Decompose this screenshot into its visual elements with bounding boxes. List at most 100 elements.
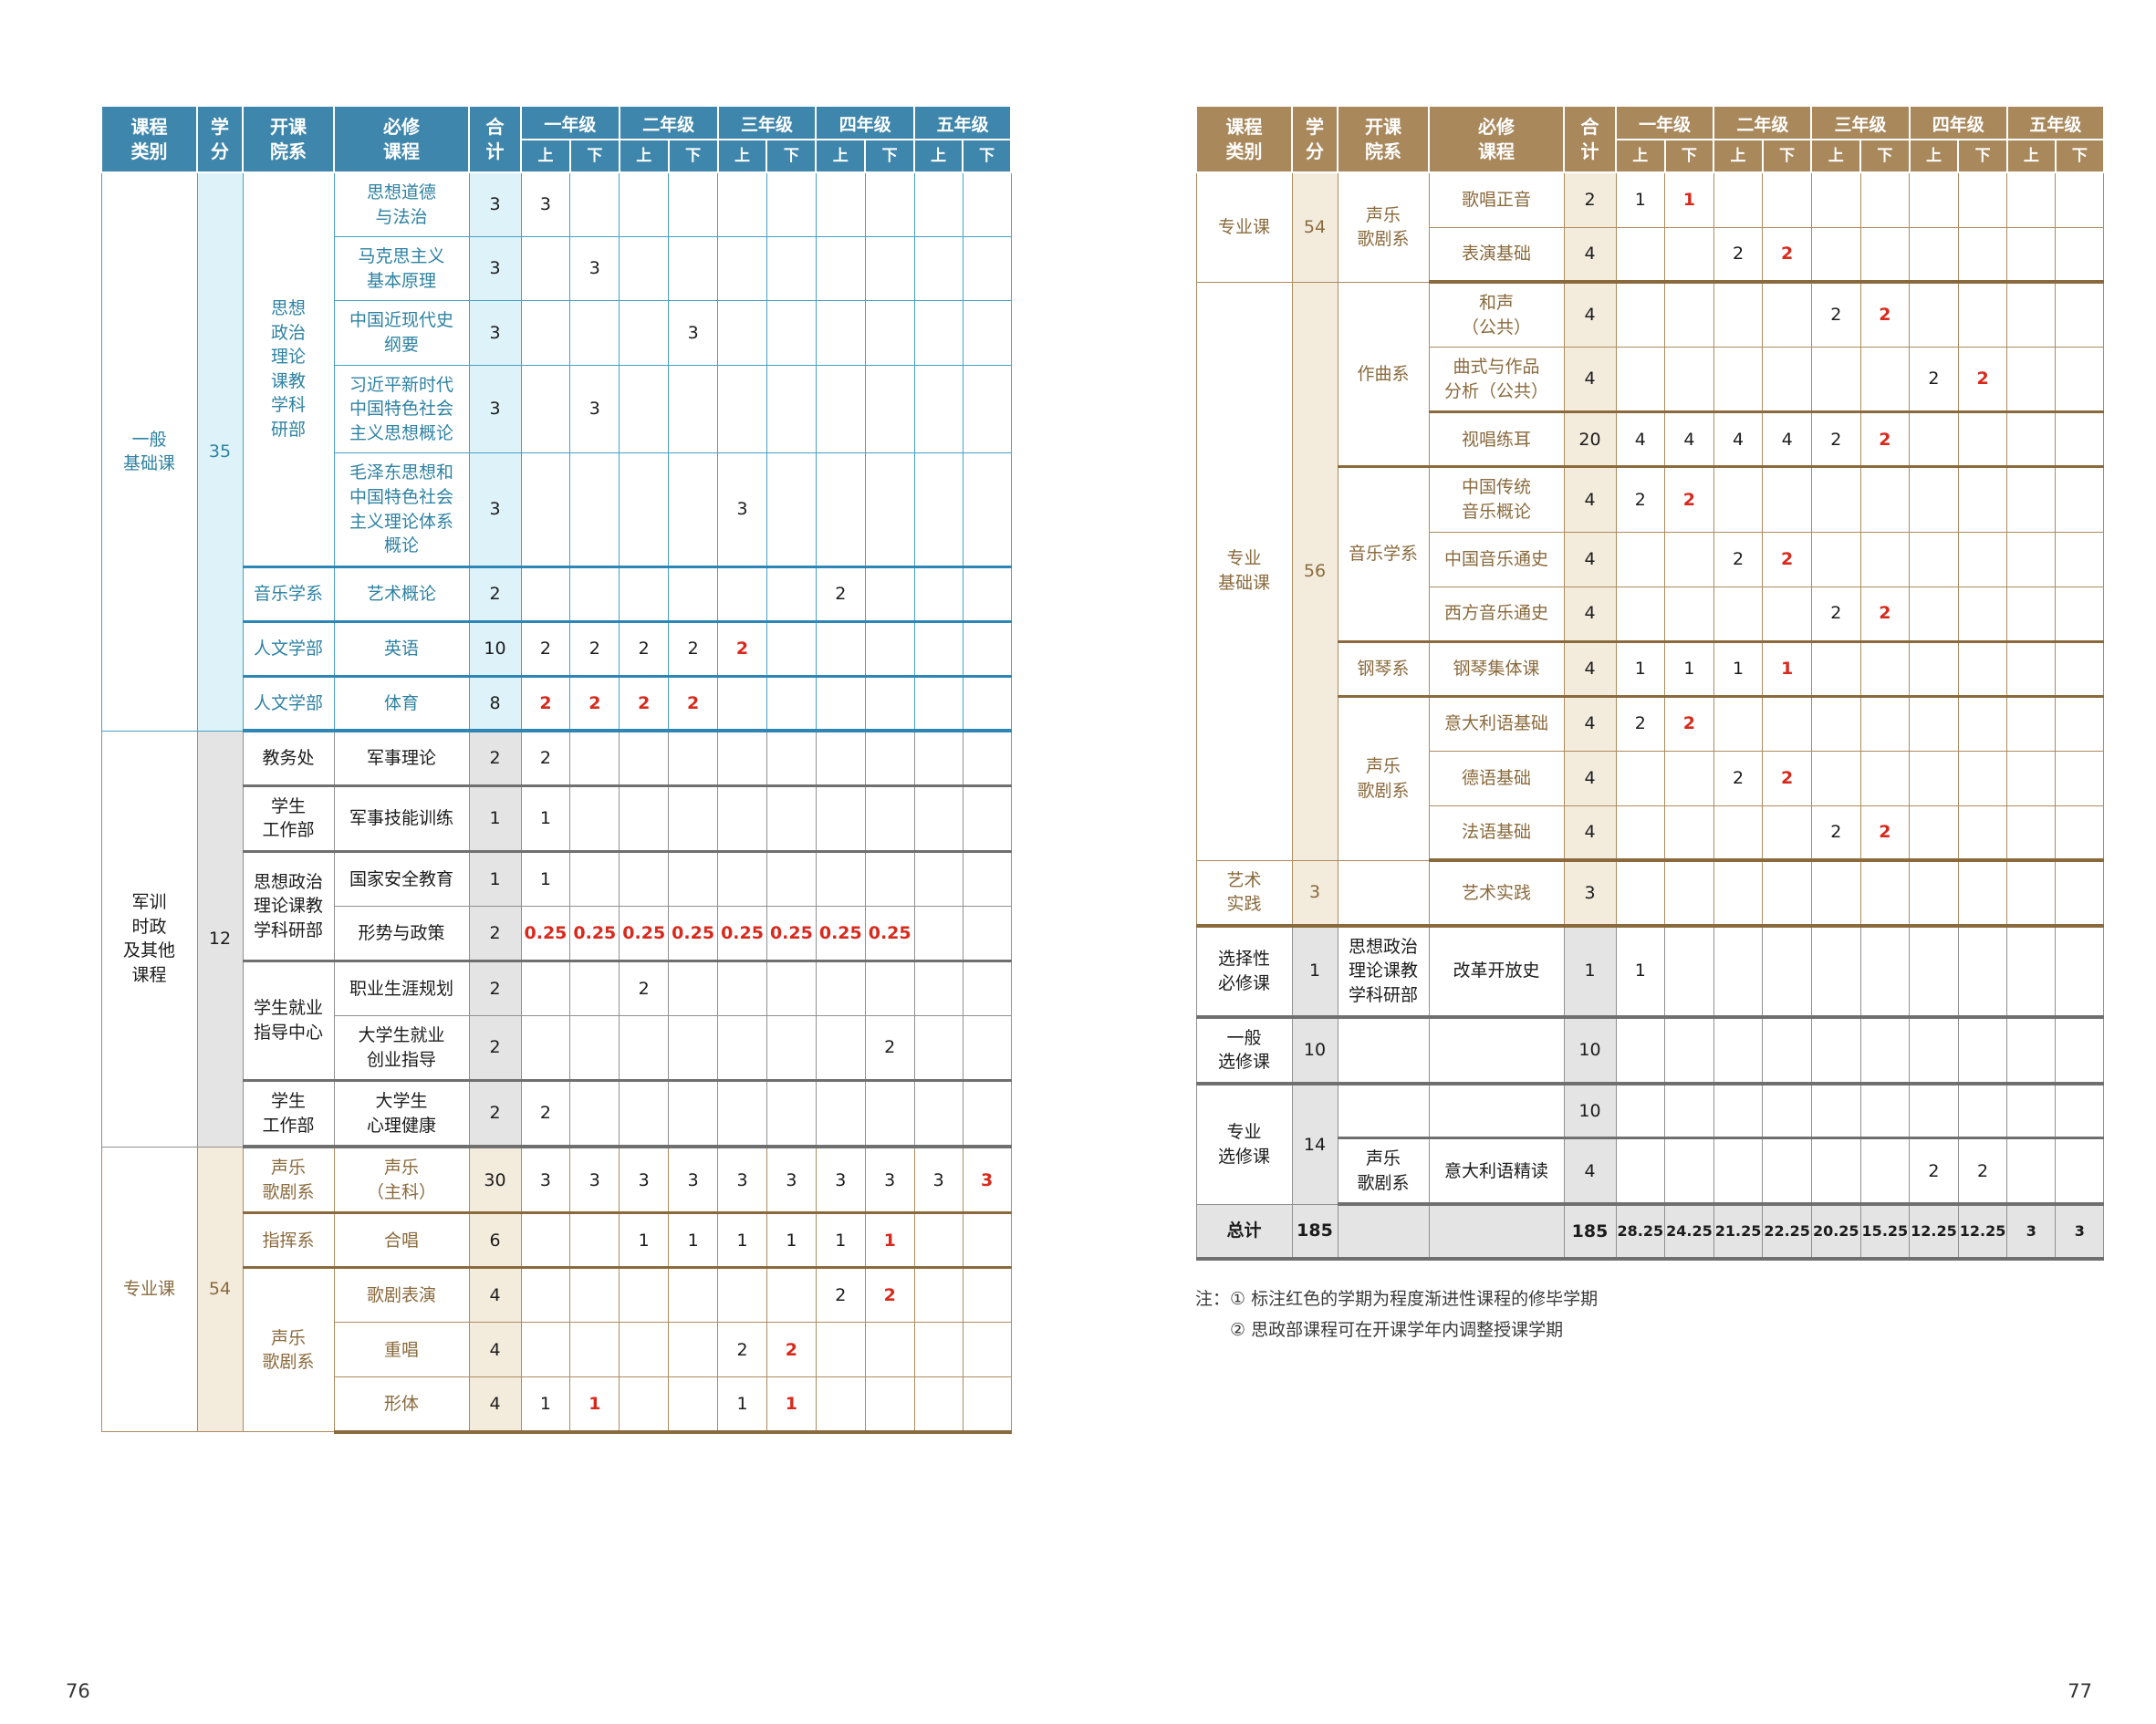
footnotes: 注： ① 标注红色的学期为程度渐进性课程的修毕学期 ② 思政部课程可在开课学年内… xyxy=(1195,1284,2105,1345)
empty-cell xyxy=(1909,531,1959,587)
semester-value-cell: 4 xyxy=(1664,410,1714,468)
semester-value-cell: 1 xyxy=(1664,639,1714,697)
empty-cell xyxy=(864,1079,915,1149)
total-cell: 10 xyxy=(1563,1016,1617,1085)
semester-value-cell: 2 xyxy=(1859,586,1911,642)
semester-value-cell: 2 xyxy=(717,619,767,677)
empty-cell xyxy=(2055,347,2105,413)
course-cell: 合唱 xyxy=(333,1211,470,1269)
empty-cell xyxy=(1615,226,1666,284)
dept-cell: 学生 工作部 xyxy=(242,1079,335,1149)
empty-cell xyxy=(1859,694,1911,752)
empty-cell xyxy=(1713,347,1764,413)
empty-cell xyxy=(1810,1083,1861,1139)
semester-value-cell: 1 xyxy=(1664,171,1714,228)
empty-cell xyxy=(520,364,571,454)
semester-value-cell: 1 xyxy=(668,1211,719,1269)
course-cell: 歌剧表演 xyxy=(333,1266,470,1324)
right-curriculum-table: 课程 类别学 分开课 院系 必修 课程合 计一年级 二年级 三年级 四年级 五年级上下上下… xyxy=(1195,105,2105,1262)
course-cell: 重唱 xyxy=(333,1322,470,1378)
empty-cell xyxy=(717,784,767,852)
empty-cell xyxy=(913,959,963,1016)
empty-cell xyxy=(864,674,915,733)
dept-cell: 音乐学系 xyxy=(242,565,335,622)
empty-cell xyxy=(766,849,817,907)
empty-cell xyxy=(717,236,767,302)
course-cell: 思想道德 与法治 xyxy=(333,171,470,238)
empty-cell xyxy=(1859,859,1911,928)
empty-cell xyxy=(962,730,1012,786)
dept-cell: 指挥系 xyxy=(242,1211,335,1269)
empty-cell xyxy=(1957,639,2008,697)
semester-value-cell: 15.25 xyxy=(1859,1203,1911,1262)
empty-cell xyxy=(619,1079,670,1149)
empty-cell xyxy=(520,959,571,1016)
category-cell: 一般 选修课 xyxy=(1195,1016,1293,1085)
empty-cell xyxy=(1713,925,1764,1019)
empty-cell xyxy=(766,1266,817,1324)
empty-cell xyxy=(1810,226,1861,284)
total-cell: 2 xyxy=(468,1079,522,1149)
empty-cell xyxy=(717,959,767,1016)
empty-cell xyxy=(1859,1083,1911,1139)
section-选择性必修课: 选择性 必修课 1 思想政治 理论课教 学科研部 改革开放史 1 1 xyxy=(1195,925,2105,1019)
empty-cell xyxy=(766,565,817,622)
empty-cell xyxy=(962,452,1012,567)
total-cell: 3 xyxy=(1563,859,1617,928)
empty-cell xyxy=(2006,750,2057,806)
left-curriculum-table: 课程 类别学 分开课 院系 必修 课程合 计一年级 二年级 三年级 四年级 五年级上下上下… xyxy=(100,105,1013,1434)
semester-value-cell: 2 xyxy=(1957,1137,2008,1207)
total-cell: 4 xyxy=(468,1376,522,1434)
semester-value-cell: 2 xyxy=(520,619,571,677)
empty-cell xyxy=(1909,226,1959,284)
category-cell: 军训 时政 及其他 课程 xyxy=(100,730,198,1148)
empty-cell xyxy=(569,959,620,1016)
empty-cell xyxy=(619,1376,670,1434)
empty-cell xyxy=(913,364,963,454)
empty-cell xyxy=(1859,1016,1911,1085)
semester-value-cell: 1 xyxy=(717,1211,767,1269)
course-cell: 改革开放史 xyxy=(1428,925,1565,1019)
semester-value-cell: 1 xyxy=(1615,171,1666,228)
empty-cell xyxy=(1664,531,1714,587)
header-sem-second-y3: 下 xyxy=(766,139,818,173)
empty-cell xyxy=(1957,750,2008,806)
empty-cell xyxy=(2006,226,2057,284)
semester-value-cell: 4 xyxy=(1762,410,1812,468)
empty-cell xyxy=(1909,694,1959,752)
empty-cell xyxy=(668,1266,719,1324)
left-page-column: 课程 类别学 分开课 院系 必修 课程合 计一年级 二年级 三年级 四年级 五年级上下上下… xyxy=(100,105,1013,1434)
empty-cell xyxy=(2055,639,2105,697)
empty-cell xyxy=(1762,281,1812,348)
empty-cell xyxy=(766,364,817,454)
category-cell: 专业课 xyxy=(1195,171,1293,283)
semester-value-cell: 2 xyxy=(1810,586,1861,642)
empty-cell xyxy=(1859,226,1911,284)
empty-cell xyxy=(913,171,963,238)
empty-cell xyxy=(1957,586,2008,642)
empty-cell xyxy=(1909,410,1959,468)
empty-cell xyxy=(520,452,571,567)
empty-cell xyxy=(619,300,670,366)
course-cell: 中国音乐通史 xyxy=(1428,531,1565,587)
empty-cell xyxy=(815,452,866,567)
course-cell xyxy=(1428,1203,1565,1262)
empty-cell xyxy=(668,1079,719,1149)
category-cell: 一般 基础课 xyxy=(100,171,198,732)
empty-cell xyxy=(1909,925,1959,1019)
empty-cell xyxy=(668,730,719,786)
empty-cell xyxy=(913,784,963,852)
empty-cell xyxy=(1909,1083,1959,1139)
empty-cell xyxy=(962,171,1012,238)
semester-value-cell: 3 xyxy=(668,1146,719,1214)
section-军训时政及其他课程: 军训 时政 及其他 课程 12 教务处 军事理论 2 2 学生 工作部 军事技能训练 1 1 思想政… xyxy=(100,730,1012,1149)
credits-cell: 10 xyxy=(1291,1016,1338,1085)
empty-cell xyxy=(1957,226,2008,284)
total-cell: 2 xyxy=(468,905,522,961)
empty-cell xyxy=(569,730,620,786)
total-cell: 4 xyxy=(468,1322,522,1378)
empty-cell xyxy=(1664,281,1714,348)
semester-value-cell: 1 xyxy=(717,1376,767,1434)
empty-cell xyxy=(1957,925,2008,1019)
